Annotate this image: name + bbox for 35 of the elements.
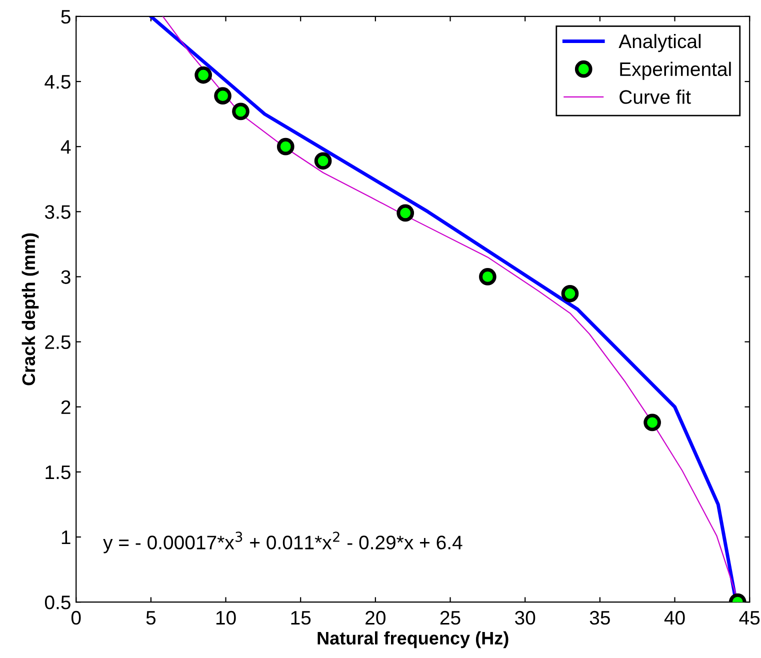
y-tick-label: 1 [62,530,70,544]
legend-label: Experimental [620,62,731,80]
x-tick-label: 30 [515,610,536,625]
point [232,102,250,120]
point [194,66,212,84]
y-tick-label: 4.5 [44,75,70,89]
x-tick-label: 40 [664,610,685,625]
x-tick-label: 15 [291,611,311,625]
x-axis-title: Natural frequency (Hz) [318,631,508,648]
x-tick-label: 20 [366,610,386,625]
point [214,87,232,105]
y-tick-label: 4 [60,140,71,154]
x-tick-label: 0 [71,610,81,625]
x-tick-label: 5 [146,611,156,625]
legend-label: Analytical [618,34,701,52]
x-tick-label: 45 [739,611,760,625]
y-tick-label: 2.5 [45,335,70,350]
y-tick-label: 1.5 [46,466,70,480]
point [561,284,579,302]
y-axis-title: Crack depth (mm) [22,233,39,386]
x-tick-label: 35 [590,610,610,625]
point [276,138,294,156]
y-tick-label: 5 [61,10,70,24]
point [314,152,332,170]
x-tick-label: 25 [440,610,460,625]
y-tick-label: 0.5 [44,596,70,610]
x-tick-label: 10 [216,610,236,625]
y-tick-label: 2 [61,400,70,414]
annotation: y = - 0.00017*x$^{3}$ + 0.011*x$^{2}$ - 0.29*x + 6.4 [103,532,462,554]
point [644,414,661,432]
y-tick-label: 3.5 [44,205,70,219]
point [478,268,496,286]
y-tick-label: 3 [61,270,70,284]
point [396,204,414,222]
legend-label: Curve fit [620,90,691,104]
